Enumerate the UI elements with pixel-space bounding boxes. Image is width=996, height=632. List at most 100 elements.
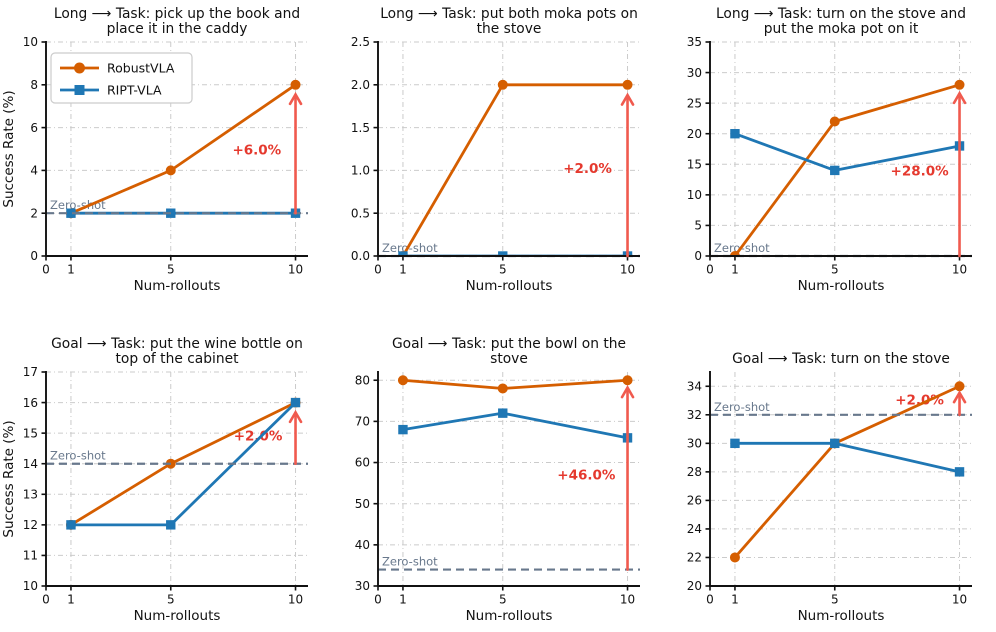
data-point-marker (730, 438, 740, 449)
annotation-label: +28.0% (891, 164, 950, 180)
x-tick-label: 1 (731, 593, 739, 607)
annotation-arrow (952, 390, 967, 417)
x-tick-label: 0 (706, 593, 714, 607)
axis-ticks: 30 40 50 60 70 80 0 1 5 10 (355, 373, 635, 606)
x-tick-label: 0 (706, 263, 714, 277)
y-tick-label: 2.5 (351, 35, 370, 49)
data-point-marker (830, 165, 840, 176)
x-axis-label: Num-rollouts (798, 608, 885, 624)
x-tick-label: 5 (167, 263, 175, 277)
chart-title: stove (490, 351, 528, 367)
chart-title: Goal ⟶ Task: turn on the stove (732, 351, 950, 367)
y-tick-label: 4 (30, 164, 38, 178)
y-tick-label: 2.0 (351, 78, 370, 92)
data-point-marker (498, 408, 508, 418)
x-tick-label: 1 (731, 263, 739, 277)
data-point-marker (397, 375, 408, 386)
x-tick-label: 0 (374, 593, 382, 607)
chart-title: place it in the caddy (107, 21, 248, 37)
y-tick-label: 32 (687, 408, 702, 422)
data-point-marker (498, 251, 508, 256)
x-tick-label: 0 (42, 593, 50, 607)
annotation-arrow (620, 385, 635, 571)
chart-title: Goal ⟶ Task: put the bowl on the (392, 336, 626, 352)
legend-item-label: RIPT-VLA (107, 83, 162, 98)
x-tick-label: 1 (399, 593, 407, 607)
axis-ticks: 0.0 0.5 1.0 1.5 2.0 2.5 0 1 5 10 (351, 35, 635, 276)
chart-title: Goal ⟶ Task: put the wine bottle on (51, 336, 303, 352)
y-tick-label: 2 (30, 206, 38, 220)
y-tick-label: 14 (23, 457, 38, 471)
chart-svg: Zero-shot +6.0% 0 2 4 6 8 10 0 1 5 10 Long ⟶ Task: p… (1, 6, 308, 294)
data-point-marker (290, 397, 301, 408)
legend-item-label: RobustVLA (107, 61, 175, 76)
y-tick-label: 34 (687, 379, 702, 393)
y-tick-label: 8 (30, 78, 38, 92)
y-tick-label: 40 (355, 538, 370, 552)
y-tick-label: 5 (694, 219, 702, 233)
series-line-ript-vla (402, 411, 628, 440)
x-tick-label: 10 (288, 593, 303, 607)
annotation-label: +6.0% (232, 143, 281, 159)
axes-spines (377, 371, 640, 587)
y-tick-label: 15 (687, 157, 702, 171)
legend-marker-circle (74, 62, 85, 74)
y-tick-label: 70 (355, 415, 370, 429)
axes-spines (709, 371, 972, 587)
annotation-label: +46.0% (557, 467, 616, 483)
data-point-marker (290, 79, 301, 90)
chart-subplot-goal-bowl-stove: Zero-shot +46.0% 30 40 50 60 70 80 0 1 5 10 Goal ⟶ T… (332, 314, 664, 628)
y-tick-label: 30 (687, 437, 702, 451)
x-tick-label: 1 (67, 593, 75, 607)
x-tick-label: 0 (374, 263, 382, 277)
data-point-marker (66, 208, 76, 218)
x-tick-label: 10 (620, 263, 635, 277)
axes-spines (709, 41, 972, 257)
annotation-arrow (952, 90, 967, 258)
grid-lines (709, 41, 972, 257)
x-axis-label: Num-rollouts (466, 278, 553, 294)
chart-title: Long ⟶ Task: turn on the stove and (716, 6, 966, 22)
chart-subplot-long-book-caddy: Zero-shot +6.0% 0 2 4 6 8 10 0 1 5 10 Long ⟶ Task: p… (0, 0, 332, 314)
zero-shot-label: Zero-shot (714, 400, 770, 414)
zero-shot-label: Zero-shot (382, 241, 438, 255)
y-tick-label: 17 (23, 365, 38, 379)
data-point-marker (398, 424, 408, 435)
data-point-marker (165, 165, 176, 176)
chart-subplot-long-moka-pots: Zero-shot +2.0% 0.0 0.5 1.0 1.5 2.0 2.5 0 1 5 10 Lon… (332, 0, 664, 314)
zero-shot-label: Zero-shot (50, 198, 106, 212)
x-axis-label: Num-rollouts (134, 608, 221, 624)
y-axis-label: Success Rate (%) (1, 90, 17, 207)
data-point-marker (398, 251, 408, 256)
data-point-marker (622, 79, 633, 90)
x-tick-label: 5 (831, 593, 839, 607)
annotation-label: +2.0% (563, 161, 612, 177)
y-tick-label: 0 (694, 249, 702, 263)
y-tick-label: 20 (687, 579, 702, 593)
grid-lines (377, 41, 640, 257)
x-tick-label: 0 (42, 263, 50, 277)
chart-svg: Zero-shot +46.0% 30 40 50 60 70 80 0 1 5 10 Goal ⟶ T… (355, 336, 640, 624)
y-tick-label: 10 (23, 579, 38, 593)
data-point-marker (829, 116, 840, 127)
y-tick-label: 25 (687, 96, 702, 110)
chart-svg: Zero-shot +2.0% 20 22 24 26 28 30 32 34 0 1 5 10 Goal … (687, 351, 972, 624)
y-tick-label: 1.0 (351, 164, 370, 178)
axes-spines (377, 41, 640, 257)
y-tick-label: 0.5 (351, 206, 370, 220)
chart-title: top of the cabinet (116, 351, 240, 367)
y-tick-label: 30 (355, 579, 370, 593)
series-line-robustvla (402, 378, 628, 390)
y-tick-label: 30 (687, 66, 702, 80)
legend: RobustVLA RIPT-VLA (50, 52, 193, 104)
x-tick-label: 5 (499, 593, 507, 607)
data-point-marker (954, 381, 965, 392)
legend-marker-square (74, 85, 85, 95)
chart-subplot-goal-turn-on-stove: Zero-shot +2.0% 20 22 24 26 28 30 32 34 0 1 5 10 Goal … (664, 314, 996, 628)
x-tick-label: 10 (620, 593, 635, 607)
chart-title: the stove (477, 21, 542, 37)
chart-title: Long ⟶ Task: put both moka pots on (380, 6, 638, 22)
